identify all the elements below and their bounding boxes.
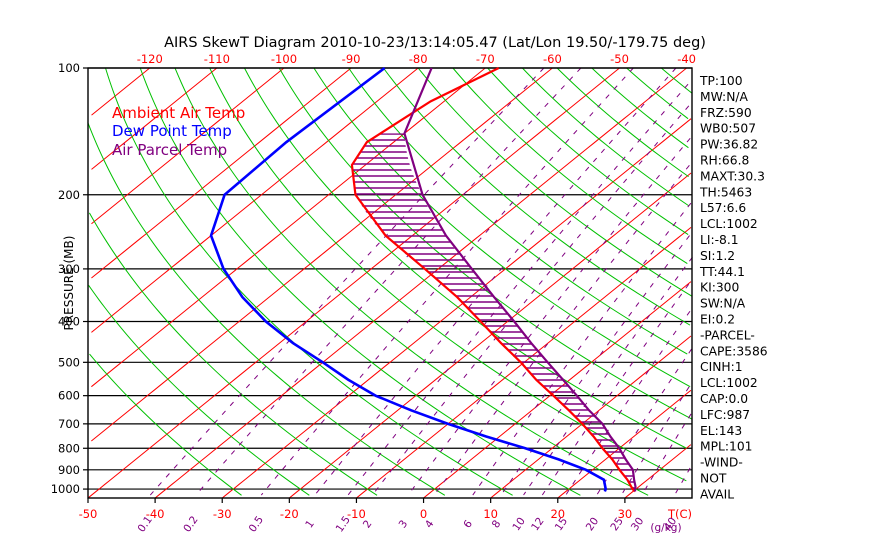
grid-layer xyxy=(87,67,693,499)
bottom-temp-tick-10: 10 xyxy=(483,507,498,521)
pressure-tick-600: 600 xyxy=(58,389,80,403)
parameter-item-2: FRZ:590 xyxy=(700,106,752,120)
bottom-temp-tick--30: -30 xyxy=(213,507,232,521)
parameter-item-26: AVAIL xyxy=(700,487,734,501)
top-temp-tick--120: -120 xyxy=(137,52,163,66)
top-temp-tick--70: -70 xyxy=(476,52,495,66)
parameter-item-11: SI:1.2 xyxy=(700,249,735,263)
parameter-item-17: CAPE:3586 xyxy=(700,344,768,358)
legend-item-parcel: Air Parcel Temp xyxy=(112,141,227,159)
bottom-temp-tick-20: 20 xyxy=(550,507,565,521)
top-temp-tick--50: -50 xyxy=(610,52,629,66)
axis-ticks xyxy=(83,67,626,503)
parameter-item-23: MPL:101 xyxy=(700,440,753,454)
legend-item-dewpoint: Dew Point Temp xyxy=(112,122,232,140)
pressure-tick-300: 300 xyxy=(58,262,80,276)
top-temp-tick--110: -110 xyxy=(204,52,230,66)
x-axis-temp-label: T(C) xyxy=(667,507,692,521)
parameter-item-0: TP:100 xyxy=(699,74,743,88)
parameter-item-24: -WIND- xyxy=(700,456,743,470)
parameter-item-25: NOT xyxy=(700,472,727,486)
top-temp-tick--90: -90 xyxy=(342,52,361,66)
sounding-traces xyxy=(209,66,637,493)
parameter-item-14: SW:N/A xyxy=(700,297,746,311)
bottom-temp-tick-30: 30 xyxy=(618,507,633,521)
parameter-item-6: MAXT:30.3 xyxy=(700,169,765,183)
top-temp-tick--40: -40 xyxy=(677,52,696,66)
pressure-tick-800: 800 xyxy=(58,441,80,455)
bottom-temp-tick--50: -50 xyxy=(79,507,98,521)
parameter-list: TP:100 MW:N/A FRZ:590 WB0:507 PW:36.82 RH:66.… xyxy=(699,74,768,501)
parameter-item-8: L57:6.6 xyxy=(700,201,746,215)
parameter-item-10: LI:-8.1 xyxy=(700,233,739,247)
top-temp-tick--80: -80 xyxy=(409,52,428,66)
pressure-tick-100: 100 xyxy=(58,61,80,75)
bottom-temp-tick-0: 0 xyxy=(420,507,427,521)
legend-item-ambient: Ambient Air Temp xyxy=(112,104,245,122)
bottom-temp-tick--40: -40 xyxy=(146,507,165,521)
parameter-item-15: EI:0.2 xyxy=(700,313,735,327)
bottom-temp-tick--20: -20 xyxy=(280,507,299,521)
top-temp-tick--100: -100 xyxy=(271,52,297,66)
parameter-item-18: CINH:1 xyxy=(700,360,743,374)
parameter-item-1: MW:N/A xyxy=(700,90,749,104)
top-temp-tick--60: -60 xyxy=(543,52,562,66)
parameter-item-5: RH:66.8 xyxy=(700,154,749,168)
parameter-item-21: LFC:987 xyxy=(700,408,750,422)
plot-frame xyxy=(87,67,693,499)
parameter-item-9: LCL:1002 xyxy=(700,217,758,231)
parameter-item-7: TH:5463 xyxy=(699,185,752,199)
parameter-item-3: WB0:507 xyxy=(700,122,756,136)
parameter-item-4: PW:36.82 xyxy=(700,138,758,152)
legend: Ambient Air Temp Dew Point Temp Air Parc… xyxy=(112,104,245,159)
parameter-item-19: LCL:1002 xyxy=(700,376,758,390)
pressure-tick-1000: 1000 xyxy=(51,482,80,496)
y-axis-label: PRESSURE (MB) xyxy=(62,236,76,331)
pressure-tick-500: 500 xyxy=(58,355,80,369)
parameter-item-20: CAP:0.0 xyxy=(700,392,748,406)
pressure-tick-700: 700 xyxy=(58,417,80,431)
pressure-tick-900: 900 xyxy=(58,463,80,477)
pressure-tick-400: 400 xyxy=(58,315,80,329)
parameter-item-13: KI:300 xyxy=(700,281,739,295)
parameter-item-22: EL:143 xyxy=(700,424,742,438)
plot-border xyxy=(87,67,693,499)
parameter-item-16: -PARCEL- xyxy=(700,328,755,342)
parameter-item-12: TT:44.1 xyxy=(699,265,745,279)
x-axis-mixing-label: (g/kg) xyxy=(650,522,681,534)
bottom-temp-tick--10: -10 xyxy=(347,507,366,521)
pressure-tick-200: 200 xyxy=(58,188,80,202)
page-title: AIRS SkewT Diagram 2010-10-23/13:14:05.4… xyxy=(164,35,706,51)
